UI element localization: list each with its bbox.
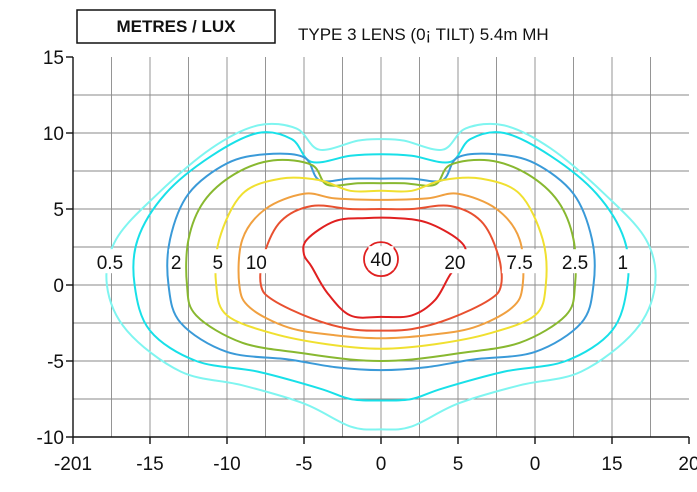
- y-tick-label: -5: [47, 352, 64, 373]
- contour-line-10: [237, 192, 525, 340]
- contour-line-2-5: [166, 152, 596, 372]
- contour-lines: [105, 122, 657, 431]
- y-tick-label: 5: [53, 200, 64, 221]
- x-axis-ticks: -201 -15 -10 -5 0 5 0 15 20: [54, 437, 697, 475]
- contour-line-20: [302, 216, 468, 319]
- contour-label: 20: [444, 253, 465, 274]
- x-tick-label: -5: [296, 454, 313, 475]
- contour-label-background: [557, 249, 593, 274]
- y-tick-label: 0: [53, 276, 64, 297]
- x-tick-label: -15: [136, 454, 163, 475]
- x-tick-label: 0: [530, 454, 541, 475]
- units-box-border: [76, 9, 276, 44]
- contour-label: 10: [246, 253, 267, 274]
- contour-label-background: [368, 246, 394, 271]
- contour-label: 2.5: [562, 253, 588, 274]
- contour-label: 7.5: [506, 253, 532, 274]
- contour-line-5: [214, 176, 548, 350]
- y-tick-label: 10: [43, 124, 64, 145]
- contour-label: 2: [171, 253, 182, 274]
- x-tick-label: 0: [376, 454, 387, 475]
- contour-line-7-5: [259, 204, 503, 332]
- contour-line-1: [132, 131, 630, 402]
- contour-line-0-5: [105, 122, 657, 431]
- contour-labels: 0.5 2 5 10 20 7.5 2.5 1 40: [92, 246, 631, 274]
- contour-label: 0.5: [97, 253, 123, 274]
- x-tick-label: 5: [453, 454, 464, 475]
- x-tick-label: -201: [54, 454, 92, 475]
- units-label: METRES / LUX: [116, 17, 236, 36]
- contour-label-background: [442, 249, 468, 274]
- chart-title: TYPE 3 LENS (0¡ TILT) 5.4m MH: [298, 25, 549, 44]
- units-box: METRES / LUX: [76, 9, 276, 44]
- contour-label-background: [501, 249, 538, 274]
- x-tick-label: 20: [678, 454, 697, 475]
- contour-label: 5: [212, 253, 223, 274]
- grid: [73, 57, 689, 437]
- y-axis-ticks: 15 10 5 0 -5 -10: [37, 48, 73, 449]
- x-tick-label: -10: [213, 454, 240, 475]
- contour-label-background: [168, 249, 184, 274]
- contour-line-2: [185, 158, 577, 362]
- y-tick-label: 15: [43, 48, 64, 69]
- contour-label-background: [92, 249, 128, 274]
- contour-line-40: [363, 241, 399, 278]
- y-tick-label: -10: [37, 428, 64, 449]
- contour-label-background: [210, 249, 226, 274]
- contour-label: 40: [370, 250, 391, 271]
- contour-label-background: [615, 249, 631, 274]
- contour-label-background: [243, 249, 269, 274]
- x-tick-label: 15: [601, 454, 622, 475]
- contour-label: 1: [617, 253, 628, 274]
